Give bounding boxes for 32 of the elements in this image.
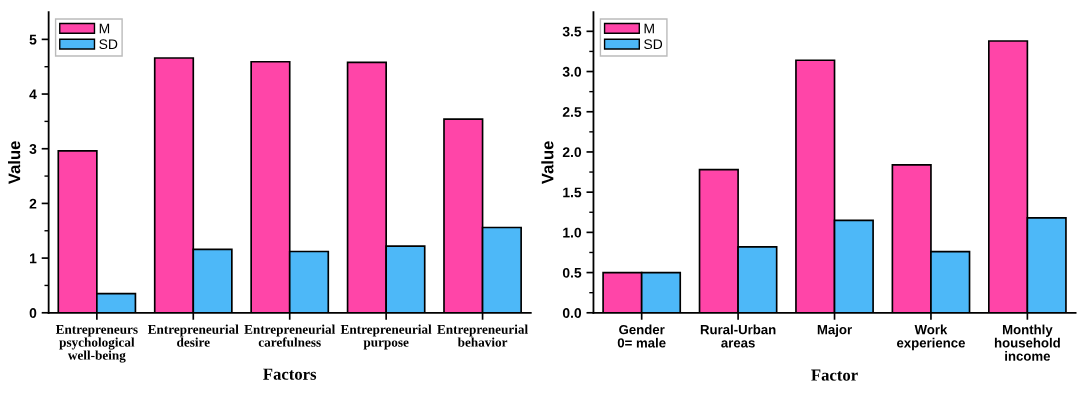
x-tick-label: Entrepreneurial behavior xyxy=(437,324,528,347)
y-tick-label: 0.5 xyxy=(562,267,582,278)
x-axis-title: Factor xyxy=(811,369,858,381)
x-tick-label: Entrepreneurial purpose xyxy=(340,324,432,350)
x-tick-label: Monthly household income xyxy=(994,324,1060,361)
y-tick-label: 1.5 xyxy=(563,187,582,198)
y-tick-label: 3.0 xyxy=(562,66,582,77)
y-tick-label: 0 xyxy=(29,308,37,318)
x-tick-label: Work experience xyxy=(897,324,965,351)
legend-label: M xyxy=(644,23,654,34)
y-axis-title: Value xyxy=(8,141,21,185)
x-tick-label: Gender 0= male xyxy=(617,324,666,348)
x-tick-label: Entrepreneurial desire xyxy=(147,324,239,347)
y-tick-label: 0.0 xyxy=(562,308,582,318)
y-tick-label: 2.5 xyxy=(562,107,582,117)
y-tick-label: 3 xyxy=(29,144,37,154)
y-tick-label: 2 xyxy=(29,198,37,209)
x-tick-label: Entrepreneurs psychological well-being xyxy=(55,325,138,363)
y-axis-title: Value xyxy=(541,141,554,185)
x-tick-label: Rural-Urban areas xyxy=(700,324,776,348)
y-tick-label: 3.5 xyxy=(562,26,582,37)
legend-label: SD xyxy=(99,39,118,50)
y-tick-label: 1 xyxy=(29,253,37,264)
x-tick-label: Entrepreneurial carefulness xyxy=(244,324,336,347)
x-tick-label: Major xyxy=(817,324,852,337)
x-axis-title: Factors xyxy=(263,368,317,380)
y-tick-label: 5 xyxy=(29,34,37,45)
y-tick-label: 4 xyxy=(29,89,37,100)
y-tick-label: 2.0 xyxy=(562,147,582,158)
y-tick-label: 1.0 xyxy=(563,227,582,238)
legend-label: M xyxy=(99,23,110,34)
legend-label: SD xyxy=(644,39,663,50)
